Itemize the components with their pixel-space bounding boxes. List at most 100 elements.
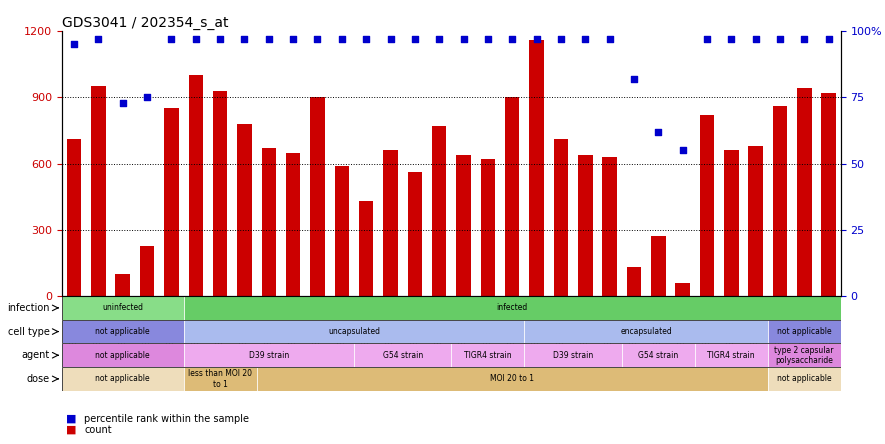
Text: TIGR4 strain: TIGR4 strain	[707, 351, 755, 360]
Text: percentile rank within the sample: percentile rank within the sample	[84, 414, 249, 424]
FancyBboxPatch shape	[524, 320, 767, 343]
Text: TIGR4 strain: TIGR4 strain	[464, 351, 512, 360]
Text: ■: ■	[66, 414, 77, 424]
Bar	[140, 246, 155, 296]
Bar	[262, 148, 276, 296]
Bar	[311, 97, 325, 296]
FancyBboxPatch shape	[695, 343, 767, 367]
Point	[91, 36, 105, 43]
Point	[311, 36, 325, 43]
Point	[578, 36, 592, 43]
Point	[749, 36, 763, 43]
Bar	[821, 93, 836, 296]
Point	[335, 36, 349, 43]
Bar	[67, 139, 81, 296]
Point	[724, 36, 738, 43]
Text: infected: infected	[496, 303, 527, 313]
Bar	[650, 237, 666, 296]
Bar	[165, 108, 179, 296]
FancyBboxPatch shape	[184, 343, 354, 367]
Bar	[554, 139, 568, 296]
Text: agent: agent	[21, 350, 50, 360]
Point	[505, 36, 519, 43]
Point	[140, 94, 154, 101]
Bar	[602, 157, 617, 296]
FancyBboxPatch shape	[257, 367, 767, 391]
Bar	[457, 155, 471, 296]
Point	[213, 36, 227, 43]
Bar	[748, 146, 763, 296]
Bar	[627, 267, 641, 296]
Bar	[335, 166, 349, 296]
Point	[383, 36, 397, 43]
Point	[797, 36, 812, 43]
Bar	[481, 159, 496, 296]
Bar	[675, 283, 690, 296]
Text: not applicable: not applicable	[96, 351, 150, 360]
Point	[165, 36, 179, 43]
Text: not applicable: not applicable	[96, 327, 150, 336]
Bar	[699, 115, 714, 296]
Point	[603, 36, 617, 43]
FancyBboxPatch shape	[451, 343, 524, 367]
Point	[408, 36, 422, 43]
Point	[700, 36, 714, 43]
Text: uninfected: uninfected	[103, 303, 143, 313]
Text: type 2 capsular
polysaccharide: type 2 capsular polysaccharide	[774, 345, 834, 365]
Bar	[796, 88, 812, 296]
Point	[773, 36, 787, 43]
FancyBboxPatch shape	[767, 343, 841, 367]
Text: cell type: cell type	[8, 327, 50, 337]
Bar	[773, 106, 788, 296]
Text: dose: dose	[27, 374, 50, 384]
Bar	[383, 151, 397, 296]
Bar	[359, 201, 373, 296]
FancyBboxPatch shape	[524, 343, 621, 367]
FancyBboxPatch shape	[621, 343, 695, 367]
Point	[67, 41, 81, 48]
Point	[529, 36, 543, 43]
Text: count: count	[84, 425, 112, 435]
Point	[189, 36, 203, 43]
FancyBboxPatch shape	[62, 296, 184, 320]
Point	[432, 36, 446, 43]
Point	[116, 99, 130, 106]
FancyBboxPatch shape	[184, 296, 841, 320]
Bar	[237, 124, 252, 296]
Bar	[432, 126, 446, 296]
Text: MOI 20 to 1: MOI 20 to 1	[490, 374, 535, 383]
Bar	[407, 172, 422, 296]
Bar	[724, 151, 738, 296]
Point	[359, 36, 373, 43]
FancyBboxPatch shape	[62, 320, 184, 343]
Bar	[189, 75, 203, 296]
Text: GDS3041 / 202354_s_at: GDS3041 / 202354_s_at	[62, 16, 228, 30]
Bar	[286, 153, 300, 296]
Point	[262, 36, 276, 43]
Bar	[213, 91, 227, 296]
Point	[675, 147, 689, 154]
Text: D39 strain: D39 strain	[249, 351, 289, 360]
Bar	[91, 86, 106, 296]
FancyBboxPatch shape	[184, 367, 257, 391]
FancyBboxPatch shape	[62, 343, 184, 367]
Text: ■: ■	[66, 425, 77, 435]
FancyBboxPatch shape	[767, 320, 841, 343]
Point	[627, 75, 641, 82]
Text: uncapsulated: uncapsulated	[328, 327, 380, 336]
Text: not applicable: not applicable	[96, 374, 150, 383]
Point	[237, 36, 251, 43]
Point	[457, 36, 471, 43]
FancyBboxPatch shape	[354, 343, 451, 367]
Text: less than MOI 20
to 1: less than MOI 20 to 1	[189, 369, 252, 388]
Text: not applicable: not applicable	[777, 374, 832, 383]
FancyBboxPatch shape	[767, 367, 841, 391]
Point	[651, 128, 666, 135]
Point	[821, 36, 835, 43]
Point	[286, 36, 300, 43]
Bar	[529, 40, 544, 296]
Text: G54 strain: G54 strain	[382, 351, 423, 360]
Text: G54 strain: G54 strain	[638, 351, 678, 360]
Bar	[578, 155, 593, 296]
Text: infection: infection	[7, 303, 50, 313]
